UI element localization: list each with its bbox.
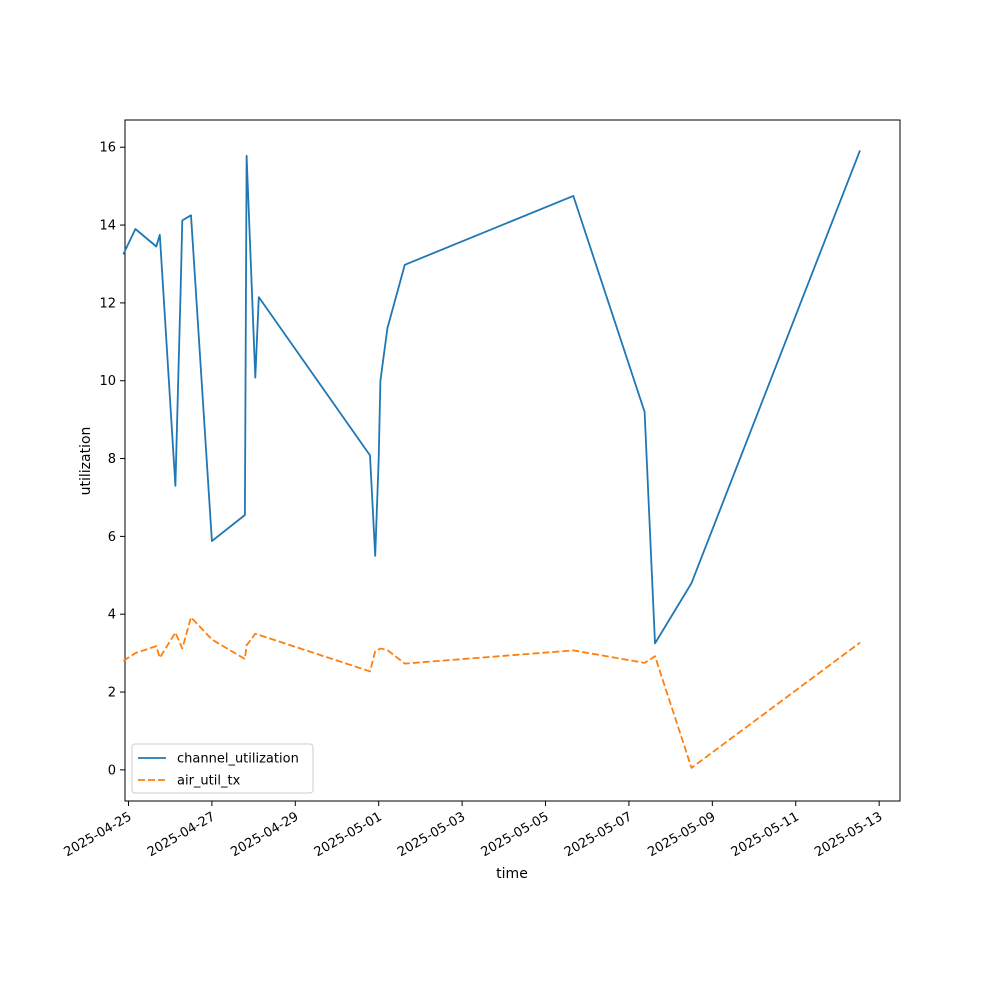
x-tick-label: 2025-05-03 <box>395 809 468 860</box>
x-axis-label: time <box>496 866 528 882</box>
plot-area <box>124 119 901 802</box>
series-layer <box>122 150 861 769</box>
y-tick-label: 0 <box>108 763 116 778</box>
series-line-channel-utilization <box>122 150 861 645</box>
x-tick-label: 2025-05-13 <box>812 809 885 860</box>
y-tick-label: 14 <box>99 219 116 234</box>
y-axis-label: utilization <box>78 427 94 496</box>
y-tick-label: 16 <box>99 141 116 156</box>
legend-label-channel-utilization: channel_utilization <box>177 752 299 767</box>
y-tick-label: 8 <box>108 452 116 467</box>
y-tick-label: 2 <box>108 686 116 701</box>
x-tick-label: 2025-05-11 <box>729 809 802 860</box>
legend-label-air-util-tx: air_util_tx <box>177 774 241 789</box>
y-tick-label: 10 <box>99 374 116 389</box>
x-tick-label: 2025-05-07 <box>562 809 635 860</box>
x-tick-label: 2025-05-09 <box>645 809 718 860</box>
x-tick-label: 2025-04-27 <box>145 809 218 860</box>
x-tick-label: 2025-04-29 <box>228 809 301 860</box>
y-tick-label: 12 <box>99 296 116 311</box>
legend-box <box>131 743 314 794</box>
series-line-air-util-tx <box>122 616 861 769</box>
x-axis: 2025-04-25 2025-04-27 2025-04-29 2025-05-01… <box>62 801 885 860</box>
legend: channel_utilization air_util_tx <box>131 743 314 794</box>
x-tick-label: 2025-05-05 <box>479 809 552 860</box>
x-tick-label: 2025-05-01 <box>312 809 385 860</box>
y-axis: 0 2 4 6 8 10 12 14 16 <box>99 141 125 778</box>
y-tick-label: 4 <box>108 608 116 623</box>
x-tick-label: 2025-04-25 <box>62 809 135 860</box>
y-tick-label: 6 <box>108 530 116 545</box>
